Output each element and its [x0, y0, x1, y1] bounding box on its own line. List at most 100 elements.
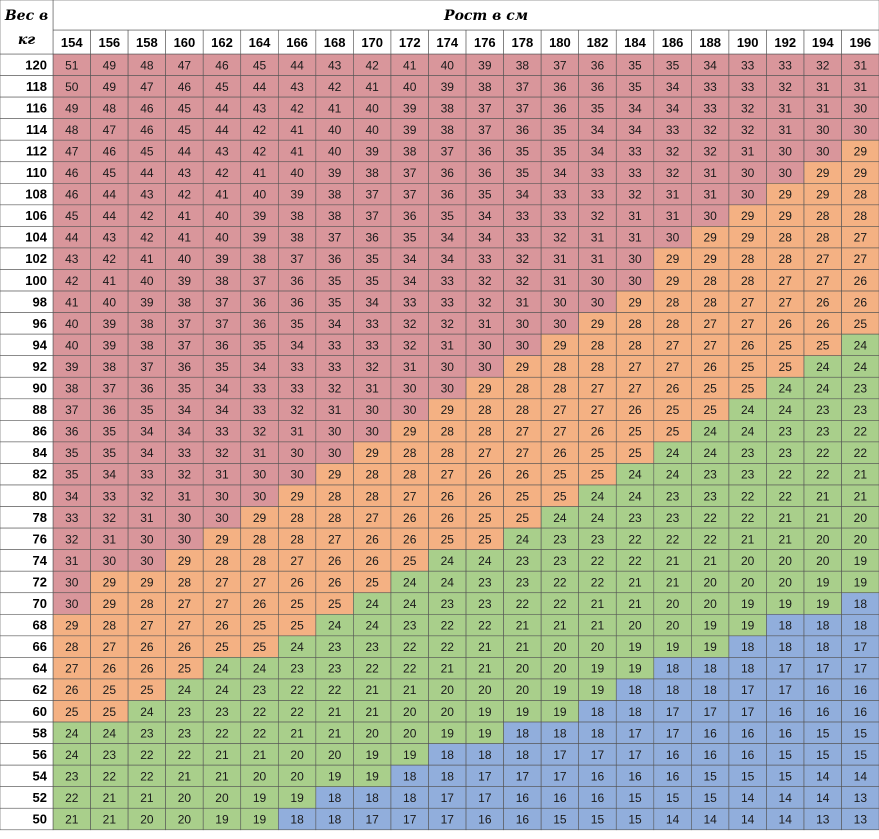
- cell-value-label: 17: [628, 726, 642, 740]
- weight-tick-label: 92: [33, 359, 47, 374]
- cell-value-label: 35: [441, 209, 455, 223]
- cell-value-label: 35: [553, 144, 567, 158]
- column-header-cell: [90, 29, 129, 55]
- cell-value-label: 26: [328, 575, 342, 589]
- cell-value-label: 24: [816, 360, 830, 374]
- cell-value-label: 35: [666, 58, 680, 72]
- cell-value-label: 29: [253, 511, 267, 525]
- cell-value-label: 29: [65, 619, 79, 633]
- cell-value-label: 24: [365, 619, 379, 633]
- cell-value-label: 16: [854, 705, 868, 719]
- cell-value-label: 30: [365, 403, 379, 417]
- cell-value-label: 37: [441, 144, 455, 158]
- cell-value-label: 19: [628, 640, 642, 654]
- cell-value-label: 27: [779, 274, 793, 288]
- cell-value-label: 27: [516, 446, 530, 460]
- cell-value-label: 19: [553, 705, 567, 719]
- cell-value-label: 16: [478, 813, 492, 827]
- cell-value-label: 30: [140, 532, 154, 546]
- cell-value-label: 35: [628, 58, 642, 72]
- cell-value-label: 27: [178, 619, 192, 633]
- cell-value-label: 47: [65, 144, 79, 158]
- cell-value-label: 20: [741, 575, 755, 589]
- cell-value-label: 29: [591, 317, 605, 331]
- cell-value-label: 32: [178, 468, 192, 482]
- cell-value-label: 30: [140, 554, 154, 568]
- cell-value-label: 23: [741, 468, 755, 482]
- cell-value-label: 42: [253, 144, 267, 158]
- cell-value-label: 31: [290, 425, 304, 439]
- cell-value-label: 37: [328, 231, 342, 245]
- cell-value-label: 41: [253, 166, 267, 180]
- height-tick-label: 178: [512, 35, 534, 50]
- cell-value-label: 35: [365, 274, 379, 288]
- cell-value-label: 35: [365, 252, 379, 266]
- cell-value-label: 32: [703, 144, 717, 158]
- cell-value-label: 29: [516, 360, 530, 374]
- cell-value-label: 26: [779, 317, 793, 331]
- cell-value-label: 40: [253, 188, 267, 202]
- cell-value-label: 19: [253, 813, 267, 827]
- cell-value-label: 25: [741, 382, 755, 396]
- cell-value-label: 21: [553, 619, 567, 633]
- cell-value-label: 18: [328, 813, 342, 827]
- cell-value-label: 22: [666, 532, 680, 546]
- cell-value-label: 33: [140, 468, 154, 482]
- cell-value-label: 25: [328, 597, 342, 611]
- cell-value-label: 19: [854, 575, 868, 589]
- cell-value-label: 21: [628, 597, 642, 611]
- cell-value-label: 21: [178, 769, 192, 783]
- cell-value-label: 25: [854, 317, 868, 331]
- cell-value-label: 30: [854, 123, 868, 137]
- cell-value-label: 25: [666, 403, 680, 417]
- cell-value-label: 36: [215, 338, 229, 352]
- cell-value-label: 24: [328, 619, 342, 633]
- cell-value-label: 45: [178, 101, 192, 115]
- cell-value-label: 23: [779, 425, 793, 439]
- cell-value-label: 28: [854, 188, 868, 202]
- cell-value-label: 28: [816, 209, 830, 223]
- cell-value-label: 43: [253, 101, 267, 115]
- height-tick-label: 184: [624, 35, 646, 50]
- cell-value-label: 46: [140, 123, 154, 137]
- weight-tick-label: 118: [26, 79, 47, 94]
- cell-value-label: 29: [816, 188, 830, 202]
- cell-value-label: 31: [854, 80, 868, 94]
- cell-value-label: 46: [65, 166, 79, 180]
- cell-value-label: 27: [441, 468, 455, 482]
- cell-value-label: 37: [178, 317, 192, 331]
- cell-value-label: 13: [816, 813, 830, 827]
- cell-value-label: 20: [215, 791, 229, 805]
- cell-value-label: 24: [779, 382, 793, 396]
- cell-value-label: 28: [516, 382, 530, 396]
- cell-value-label: 33: [516, 209, 530, 223]
- cell-value-label: 31: [365, 382, 379, 396]
- cell-value-label: 20: [140, 813, 154, 827]
- cell-value-label: 38: [441, 123, 455, 137]
- cell-value-label: 23: [553, 554, 567, 568]
- column-header-cell: [390, 29, 429, 55]
- cell-value-label: 40: [65, 317, 79, 331]
- cell-value-label: 23: [178, 705, 192, 719]
- cell-value-label: 46: [65, 188, 79, 202]
- cell-value-label: 41: [403, 58, 417, 72]
- cell-value-label: 21: [816, 489, 830, 503]
- cell-value-label: 38: [478, 80, 492, 94]
- cell-value-label: 15: [703, 791, 717, 805]
- cell-value-label: 23: [478, 575, 492, 589]
- cell-value-label: 16: [703, 726, 717, 740]
- cell-value-label: 21: [103, 791, 117, 805]
- cell-value-label: 30: [591, 295, 605, 309]
- cell-value-label: 23: [478, 597, 492, 611]
- cell-value-label: 16: [703, 748, 717, 762]
- cell-value-label: 22: [140, 748, 154, 762]
- cell-value-label: 31: [478, 317, 492, 331]
- cell-value-label: 16: [854, 683, 868, 697]
- cell-value-label: 35: [65, 468, 79, 482]
- cell-value-label: 29: [779, 209, 793, 223]
- cell-value-label: 24: [516, 532, 530, 546]
- cell-value-label: 41: [290, 144, 304, 158]
- cell-value-label: 33: [703, 80, 717, 94]
- cell-value-label: 21: [215, 769, 229, 783]
- cell-value-label: 23: [328, 662, 342, 676]
